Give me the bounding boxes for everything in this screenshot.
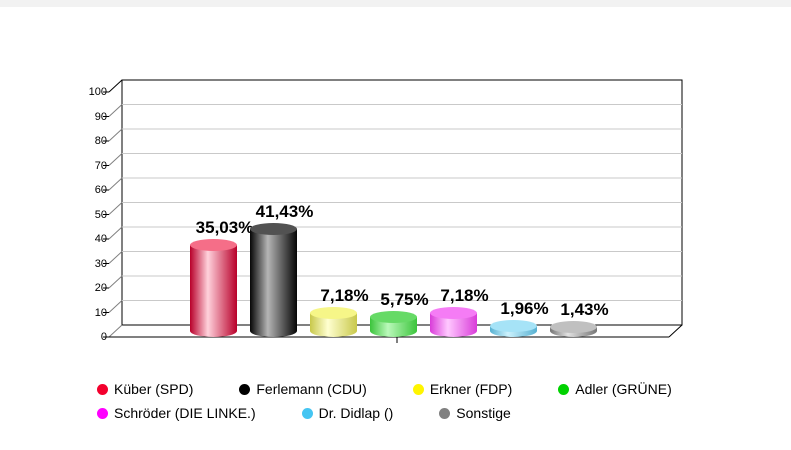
bar-body — [250, 229, 297, 331]
y-axis-label: 70 — [94, 159, 107, 172]
side-gridline — [108, 104, 123, 117]
y-axis-label: 50 — [94, 208, 107, 221]
bar-value-label: 7,18% — [320, 286, 369, 306]
bar-dr-didlap — [490, 320, 537, 337]
legend-item-sonstige: Sonstige — [439, 405, 511, 421]
side-gridline — [108, 324, 123, 338]
bar-value-label: 1,43% — [560, 300, 609, 320]
legend-label: Erkner (FDP) — [429, 381, 513, 397]
side-gridline — [108, 300, 123, 313]
legend-color-dot-icon — [301, 407, 313, 419]
bar-body — [190, 245, 237, 331]
legend-color-dot-icon — [97, 383, 108, 395]
frame-top-left-edge — [108, 79, 123, 93]
bar-ferlemann-cdu — [250, 223, 297, 337]
side-gridline — [108, 177, 123, 191]
legend-item-schröder-die-linke: Schröder (DIE LINKE.) — [97, 405, 256, 421]
y-axis-label: 100 — [88, 86, 107, 98]
legend-label: Ferlemann (CDU) — [256, 381, 367, 397]
bar-schröder-die-linke — [430, 307, 477, 337]
legend-color-dot-icon — [412, 383, 424, 395]
bar-value-label: 7,18% — [440, 286, 489, 306]
y-axis-label: 60 — [94, 184, 107, 196]
frame-bottom-right-edge — [668, 324, 683, 338]
y-axis-label: 10 — [94, 306, 107, 319]
bar-erkner-fdp — [310, 307, 357, 337]
legend-label: Schröder (DIE LINKE.) — [114, 405, 256, 421]
y-axis-label: 30 — [94, 257, 107, 270]
legend-label: Adler (GRÜNE) — [575, 381, 672, 397]
bar-value-label: 35,03% — [195, 218, 254, 238]
bar-value-label: 41,43% — [255, 202, 314, 222]
legend-label: Küber (SPD) — [114, 381, 194, 397]
side-gridline — [108, 153, 123, 166]
y-axis-label: 80 — [94, 135, 107, 147]
bar-value-label: 1,96% — [500, 299, 549, 319]
side-gridline — [108, 202, 123, 215]
side-gridline — [108, 275, 123, 289]
side-gridline — [108, 128, 123, 142]
legend-label: Sonstige — [456, 405, 511, 421]
legend-color-dot-icon — [558, 383, 570, 395]
window-chrome-strip — [0, 0, 791, 7]
y-axis-label: 40 — [94, 233, 107, 245]
legend-item-dr-didlap: Dr. Didlap () — [301, 405, 394, 421]
legend-color-dot-icon — [97, 407, 108, 419]
legend-color-dot-icon — [239, 383, 251, 395]
side-gridline — [108, 226, 123, 240]
legend-row: Küber (SPD) Ferlemann (CDU) Erkner (FDP) Ad… — [97, 377, 737, 401]
y-axis-label: 20 — [94, 282, 107, 294]
side-wall — [109, 80, 122, 337]
legend-item-küber-spd: Küber (SPD) — [97, 381, 193, 397]
legend-item-adler-grüne: Adler (GRÜNE) — [558, 381, 672, 397]
side-gridline — [108, 251, 123, 264]
bar-küber-spd — [190, 239, 237, 337]
chart-legend: Küber (SPD) Ferlemann (CDU) Erkner (FDP) Ad… — [97, 377, 737, 425]
bar-top-cap — [370, 310, 417, 323]
bar-adler-grüne — [370, 310, 417, 337]
y-axis-label: 90 — [94, 110, 107, 123]
y-axis-label: 0 — [100, 331, 107, 343]
legend-row: Schröder (DIE LINKE.) Dr. Didlap () Sonsti… — [97, 401, 737, 425]
legend-item-erkner-fdp: Erkner (FDP) — [412, 381, 513, 397]
legend-item-ferlemann-cdu: Ferlemann (CDU) — [239, 381, 367, 397]
bar-sonstige — [550, 321, 597, 337]
legend-color-dot-icon — [439, 407, 451, 419]
bar-value-label: 5,75% — [380, 289, 429, 309]
legend-label: Dr. Didlap () — [318, 405, 394, 421]
